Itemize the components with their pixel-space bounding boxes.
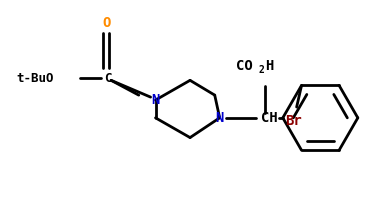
Text: t-BuO: t-BuO (16, 72, 54, 85)
Text: N: N (216, 111, 224, 125)
Text: O: O (102, 16, 110, 30)
Text: C: C (104, 72, 112, 85)
Text: CO: CO (237, 58, 253, 73)
Text: 2: 2 (258, 65, 264, 76)
Text: Br: Br (285, 114, 302, 128)
Text: H: H (265, 58, 273, 73)
Text: CH: CH (261, 111, 278, 125)
Text: N: N (151, 93, 160, 107)
